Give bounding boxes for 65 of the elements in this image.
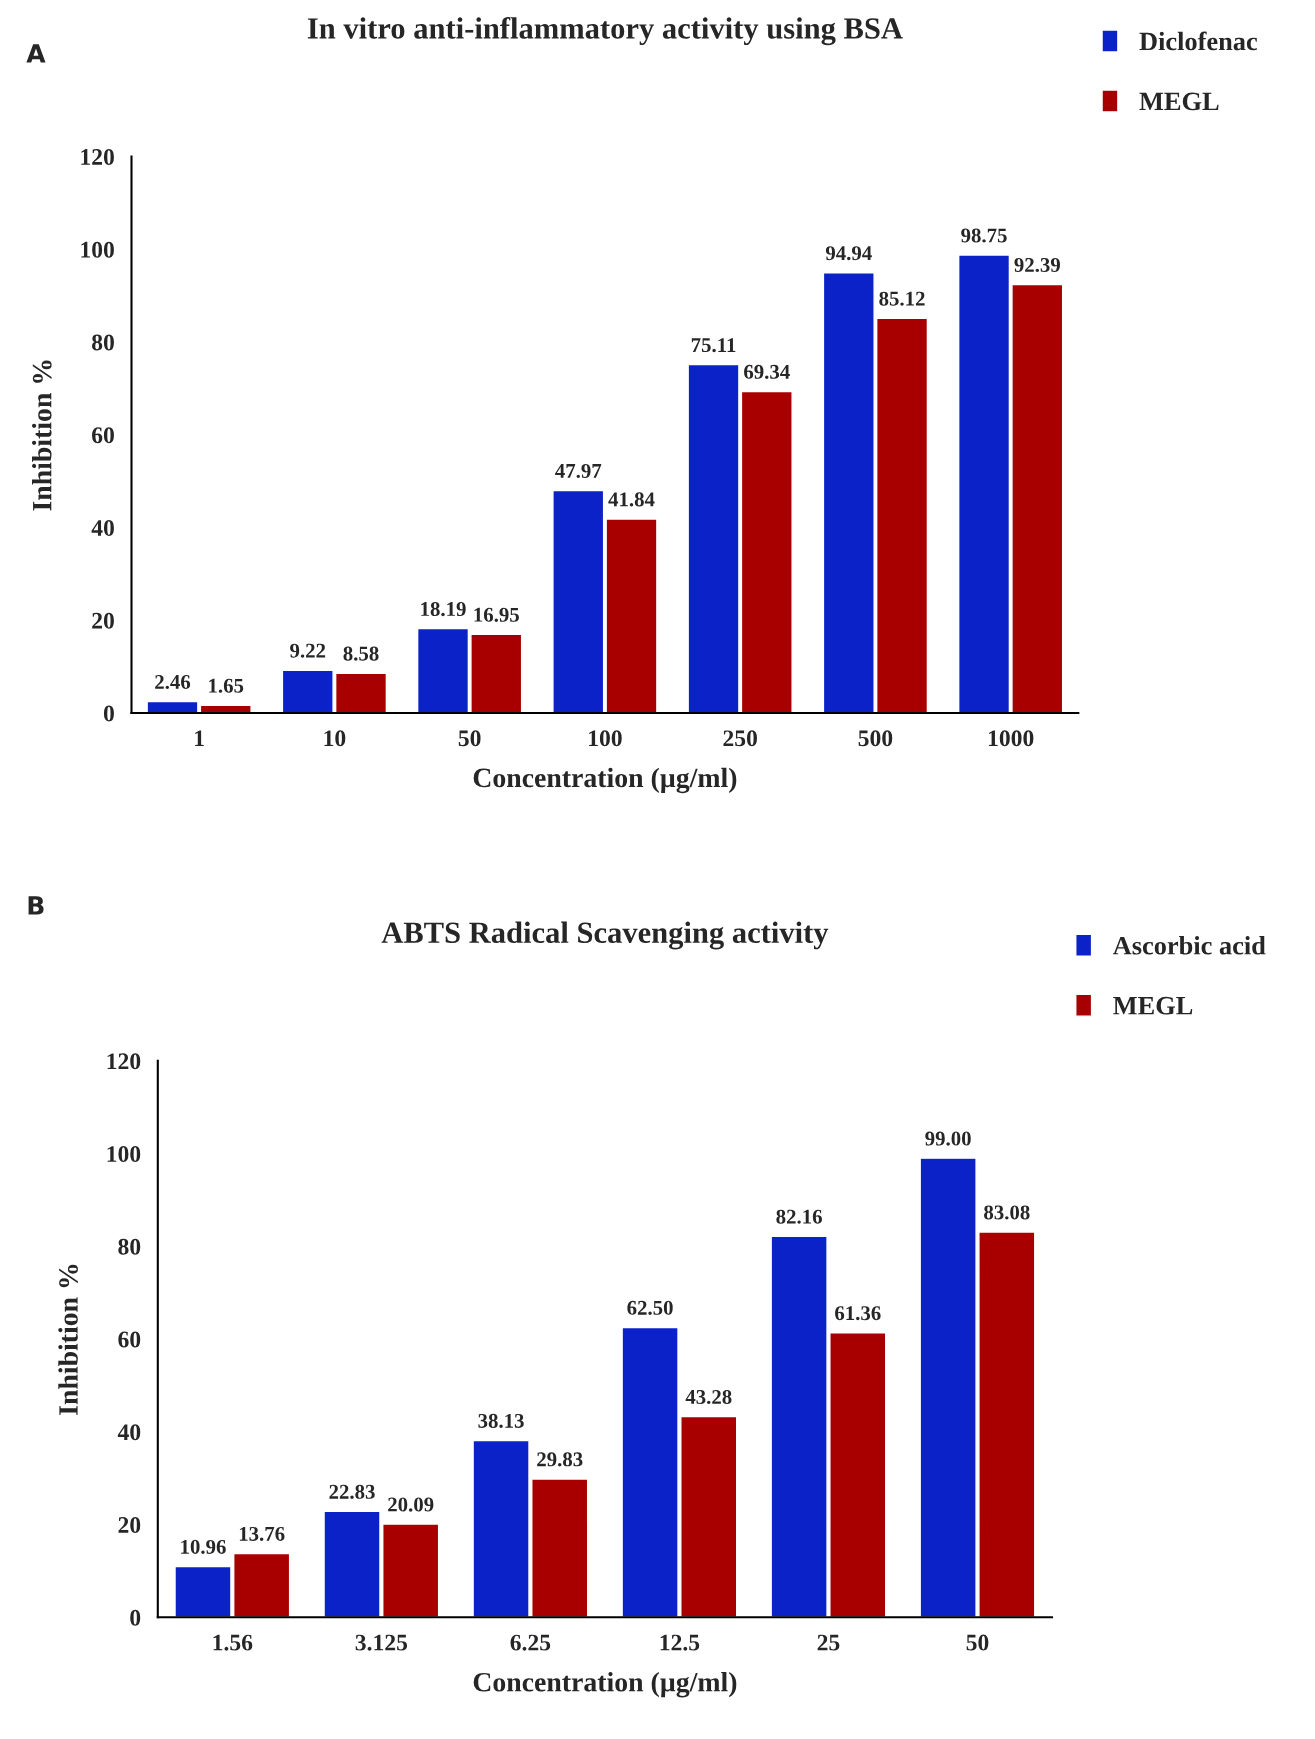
chart-title: ABTS Radical Scavenging activity xyxy=(381,921,829,950)
x-tick-label: 1.56 xyxy=(213,1634,253,1651)
data-label: 69.34 xyxy=(744,364,790,379)
x-tick-label: 1000 xyxy=(988,730,1034,747)
y-tick-label: 60 xyxy=(92,427,114,444)
data-label: 10.96 xyxy=(181,1539,226,1554)
data-label: 2.46 xyxy=(155,675,191,690)
y-tick-label: 120 xyxy=(81,149,114,165)
x-tick-label: 50 xyxy=(458,730,481,747)
data-label: 62.50 xyxy=(627,1300,673,1315)
data-label: 75.11 xyxy=(691,338,736,353)
y-tick-label: 120 xyxy=(107,1053,141,1070)
y-tick-label: 20 xyxy=(92,612,114,629)
data-label: 1.65 xyxy=(209,678,244,693)
data-label: 16.95 xyxy=(474,607,519,622)
y-axis-title: Inhibition % xyxy=(32,360,52,511)
legend-label: Ascorbic acid xyxy=(1112,936,1266,955)
text: A xyxy=(26,44,46,63)
x-tick-label: 1 xyxy=(195,730,204,747)
chart-title: In vitro anti-inflammatory activity using BSA xyxy=(307,16,903,46)
data-label: 47.97 xyxy=(555,463,602,479)
data-label: 94.94 xyxy=(825,246,872,261)
data-label: 13.76 xyxy=(239,1526,285,1541)
data-label: 41.84 xyxy=(608,492,655,507)
x-tick-label: 10 xyxy=(324,730,346,747)
y-tick-label: 100 xyxy=(81,241,114,258)
x-tick-label: 25 xyxy=(817,1634,840,1651)
x-tick-label: 3.125 xyxy=(355,1634,408,1651)
x-tick-label: 12.5 xyxy=(660,1634,700,1651)
y-tick-label: 100 xyxy=(107,1146,141,1162)
data-label: 22.83 xyxy=(329,1484,375,1499)
y-tick-label: 0 xyxy=(103,705,114,722)
data-label: 92.39 xyxy=(1014,257,1060,273)
x-tick-label: 50 xyxy=(966,1634,989,1651)
y-tick-label: 80 xyxy=(92,334,114,351)
data-label: 85.12 xyxy=(879,291,925,306)
y-tick-label: 60 xyxy=(118,1331,141,1348)
y-tick-label: 40 xyxy=(117,1424,141,1441)
y-tick-label: 80 xyxy=(118,1238,141,1255)
data-label: 8.58 xyxy=(343,646,379,661)
data-label: 43.28 xyxy=(685,1389,732,1405)
data-label: 98.75 xyxy=(961,228,1007,243)
data-label: 9.22 xyxy=(290,643,326,658)
data-label: 20.09 xyxy=(388,1497,434,1512)
data-label: 83.08 xyxy=(984,1205,1030,1220)
data-label: 38.13 xyxy=(478,1413,524,1428)
y-tick-label: 40 xyxy=(91,519,114,536)
legend-label: MEGL xyxy=(1113,996,1193,1015)
x-tick-label: 500 xyxy=(858,730,893,747)
x-tick-label: 250 xyxy=(723,730,757,747)
y-axis-title: Inhibition % xyxy=(58,1264,78,1415)
x-axis-title: Concentration (µg/ml) xyxy=(473,1672,737,1698)
x-tick-label: 100 xyxy=(589,730,622,747)
data-label: 99.00 xyxy=(925,1131,971,1146)
text: B xyxy=(28,896,44,915)
legend-label: Diclofenac xyxy=(1139,31,1258,51)
x-tick-label: 6.25 xyxy=(510,1634,551,1651)
y-tick-label: 0 xyxy=(130,1609,141,1626)
legend-label: MEGL xyxy=(1139,92,1219,111)
data-label: 18.19 xyxy=(421,602,466,617)
data-label: 82.16 xyxy=(776,1209,822,1224)
data-label: 29.83 xyxy=(537,1452,583,1467)
x-axis-title: Concentration (µg/ml) xyxy=(473,767,737,794)
y-tick-label: 20 xyxy=(118,1517,141,1533)
data-label: 61.36 xyxy=(835,1306,881,1321)
